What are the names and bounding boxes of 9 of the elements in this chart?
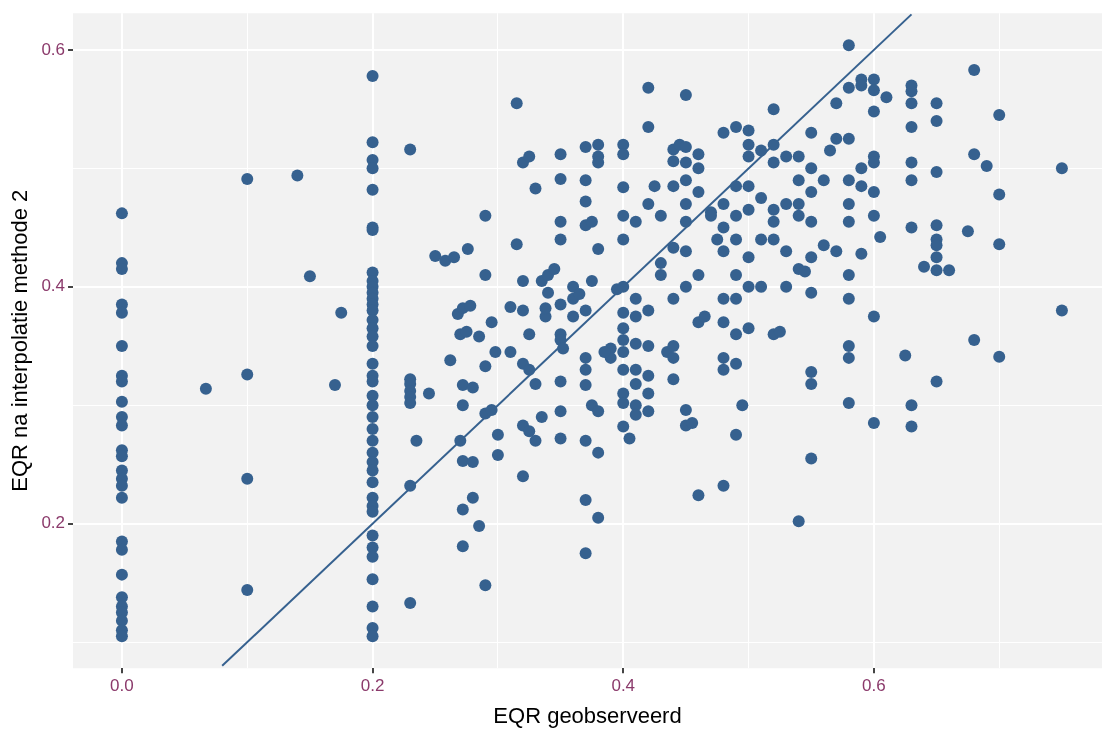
y-tick-label: 0.2 (41, 513, 66, 533)
x-tick-label: 0.6 (862, 676, 886, 696)
x-tick-label: 0.2 (360, 676, 385, 696)
x-axis-title: EQR geobserveerd (493, 702, 682, 728)
x-tick-label: 0.4 (611, 676, 636, 696)
x-tick-label: 0.0 (110, 676, 134, 696)
y-tick-label: 0.4 (41, 276, 66, 296)
y-tick-label: 0.6 (41, 39, 66, 59)
y-axis-title: EQR na interpolatie methode 2 (7, 189, 33, 492)
